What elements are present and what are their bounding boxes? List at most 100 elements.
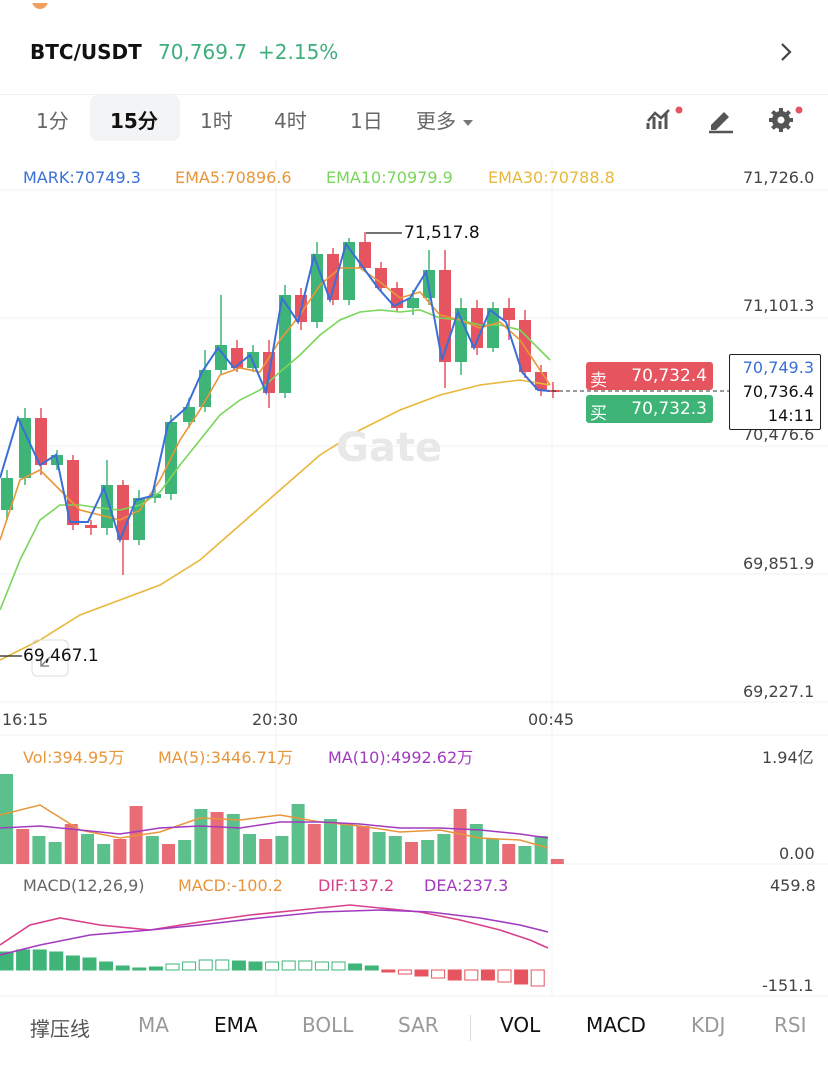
candle-body (471, 308, 483, 348)
tab-1m[interactable]: 1分 (36, 109, 69, 133)
timeframe-bar: 1分 15分 1时 4时 1日 更多 (0, 94, 828, 143)
macd-bar (0, 951, 14, 971)
volume-bar (64, 824, 78, 864)
candle-body (487, 308, 499, 348)
volume-bar (534, 836, 548, 864)
legend-dif: DIF:137.2 (318, 876, 395, 895)
settings-gear-icon[interactable] (766, 105, 806, 139)
macd-bar (231, 960, 246, 971)
macd-bar (132, 967, 147, 971)
volume-bar (356, 826, 370, 864)
ema10-line (0, 309, 551, 611)
macd-bar (381, 969, 396, 973)
macd-y-bottom: -151.1 (762, 976, 814, 995)
sell-price: 70,732.4 (631, 366, 707, 386)
macd-bar (281, 960, 296, 971)
indicator-icon[interactable] (645, 105, 685, 139)
chevron-right-icon[interactable] (778, 40, 794, 68)
volume-bar (162, 844, 175, 864)
caret-down-icon (463, 120, 474, 126)
tab-boll[interactable]: BOLL (302, 1013, 354, 1037)
tab-macd[interactable]: MACD (586, 1013, 646, 1037)
tab-rsi[interactable]: RSI (774, 1013, 807, 1037)
volume-bar (437, 834, 451, 864)
macd-bar (99, 961, 114, 971)
legend-macd: MACD:-100.2 (178, 876, 283, 895)
macd-bar (431, 969, 446, 979)
volume-bar (259, 839, 273, 864)
macd-histogram (0, 949, 545, 987)
candle-body (183, 407, 195, 422)
top-status-strip (0, 0, 828, 12)
sell-price-tag[interactable]: 卖 70,732.4 (586, 362, 713, 391)
tab-ema[interactable]: EMA (214, 1013, 258, 1037)
volume-bar (275, 836, 289, 864)
buy-label: 买 (590, 404, 607, 424)
tab-sar[interactable]: SAR (398, 1013, 439, 1037)
candle-body (375, 268, 387, 288)
buy-price-tag[interactable]: 买 70,732.3 (586, 395, 713, 424)
grid-lines (0, 160, 828, 997)
tab-ma[interactable]: MA (138, 1013, 169, 1037)
kline-chart-canvas[interactable] (0, 0, 828, 1000)
macd-bar (480, 969, 495, 981)
collapse-arrow-icon (40, 656, 51, 667)
volume-bar (32, 836, 46, 864)
macd-bar (82, 957, 97, 971)
volume-bar (502, 844, 516, 864)
legend-vol-ma10: MA(10):4992.62万 (328, 748, 474, 767)
tab-support-resistance[interactable]: 撑压线 (30, 1017, 90, 1041)
candle-body (503, 308, 515, 320)
tab-vol[interactable]: VOL (500, 1013, 541, 1037)
pair-header[interactable]: BTC/USDT 70,769.7 +2.15% (0, 30, 828, 76)
vol-ma5-line (0, 804, 549, 849)
volume-bar (421, 840, 435, 864)
sell-label: 卖 (590, 371, 607, 391)
candle-body (343, 242, 355, 300)
macd-bar (364, 965, 379, 971)
candle-body (1, 478, 13, 510)
macd-bar (198, 959, 213, 971)
legend-vol: Vol:394.95万 (23, 748, 125, 767)
x-tick-1: 16:15 (2, 710, 49, 729)
macd-bar (215, 959, 230, 971)
macd-bar (447, 969, 462, 981)
tab-divider (470, 1015, 471, 1041)
volume-bar (372, 832, 386, 864)
volume-bar (291, 804, 305, 864)
volume-bars (0, 774, 564, 864)
volume-bar (97, 844, 111, 864)
buy-price: 70,732.3 (631, 399, 707, 419)
legend-vol-ma5: MA(5):3446.71万 (158, 748, 293, 767)
tab-4h[interactable]: 4时 (274, 109, 307, 133)
candle-body (85, 525, 97, 528)
tab-15m[interactable]: 15分 (110, 109, 158, 133)
expand-box[interactable] (31, 639, 69, 677)
ema5-line (0, 267, 551, 541)
box-countdown: 14:11 (767, 406, 814, 425)
timeframe-active-bg (90, 95, 180, 141)
macd-bar (530, 969, 545, 987)
volume-bar (113, 839, 127, 864)
volume-bar (194, 809, 208, 864)
volume-bar (307, 824, 321, 864)
macd-bar (115, 965, 130, 971)
candle-body (19, 418, 31, 478)
draw-pen-icon[interactable] (706, 105, 736, 139)
tab-1h[interactable]: 1时 (200, 109, 233, 133)
vol-y-bottom: 0.00 (779, 844, 815, 863)
tab-more[interactable]: 更多 (416, 105, 474, 134)
macd-bar (49, 951, 64, 971)
macd-bar (497, 969, 512, 983)
legend-dea: DEA:237.3 (424, 876, 509, 895)
macd-bar (514, 969, 529, 985)
macd-bar (148, 966, 163, 971)
macd-bar (32, 949, 47, 971)
tab-1d[interactable]: 1日 (350, 109, 383, 133)
macd-bar (165, 963, 180, 971)
volume-bar (210, 812, 224, 864)
tab-kdj[interactable]: KDJ (691, 1013, 726, 1037)
volume-bar (81, 834, 94, 864)
ema30-line (0, 379, 551, 661)
macd-bar (248, 961, 263, 971)
